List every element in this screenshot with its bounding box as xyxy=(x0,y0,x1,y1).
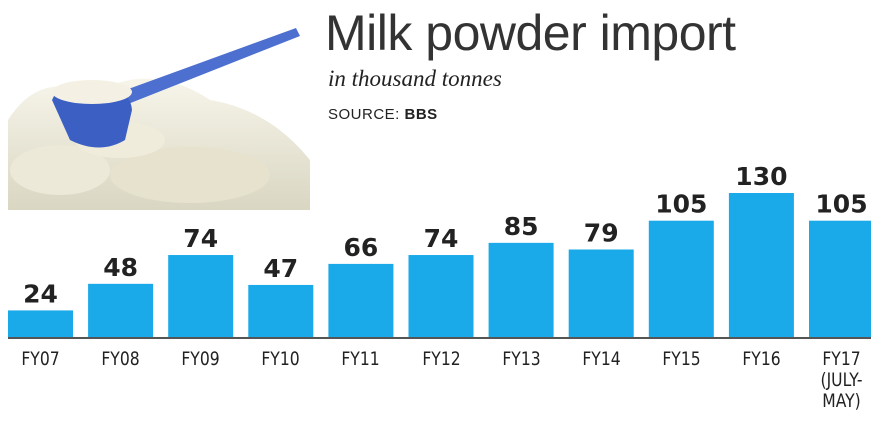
bar xyxy=(88,283,154,337)
bar xyxy=(408,255,474,337)
chart-title: Milk powder import xyxy=(325,5,736,61)
x-tick-label: FY11 xyxy=(341,348,381,370)
source: SOURCE: BBS xyxy=(328,106,438,123)
bar xyxy=(8,310,73,337)
x-tick-label: FY08 xyxy=(101,348,140,370)
value-label: 74 xyxy=(183,224,218,253)
x-tick-label: FY14 xyxy=(582,348,621,370)
bar xyxy=(248,284,314,337)
value-label: 66 xyxy=(344,233,379,262)
value-label: 48 xyxy=(103,253,138,282)
bar xyxy=(648,220,714,337)
x-tick-label: FY13 xyxy=(501,348,541,370)
bar xyxy=(728,193,794,337)
source-label: SOURCE: xyxy=(328,106,400,123)
value-label: 105 xyxy=(815,190,867,219)
photo xyxy=(8,0,310,211)
x-tick-label: FY07 xyxy=(21,348,60,370)
value-label: 74 xyxy=(424,224,459,253)
chart-subtitle: in thousand tonnes xyxy=(328,66,502,91)
x-tick-label: FY12 xyxy=(421,348,461,370)
value-label: 105 xyxy=(655,190,707,219)
x-tick-label: FY10 xyxy=(261,348,300,370)
x-tick-label: FY17 (JULY- MAY) xyxy=(820,348,863,412)
value-label: 130 xyxy=(735,162,787,191)
value-label: 24 xyxy=(23,279,58,308)
source-name: BBS xyxy=(404,106,438,123)
value-label: 79 xyxy=(584,218,619,247)
value-label: 47 xyxy=(263,254,298,283)
x-tick-label: FY16 xyxy=(742,348,781,370)
value-label: 85 xyxy=(504,212,539,241)
bar xyxy=(809,220,871,337)
bar xyxy=(168,255,234,337)
bar xyxy=(328,263,394,337)
x-tick-label: FY15 xyxy=(662,348,701,370)
bar xyxy=(488,242,554,337)
bar xyxy=(568,249,634,337)
x-tick-label: FY09 xyxy=(181,348,220,370)
